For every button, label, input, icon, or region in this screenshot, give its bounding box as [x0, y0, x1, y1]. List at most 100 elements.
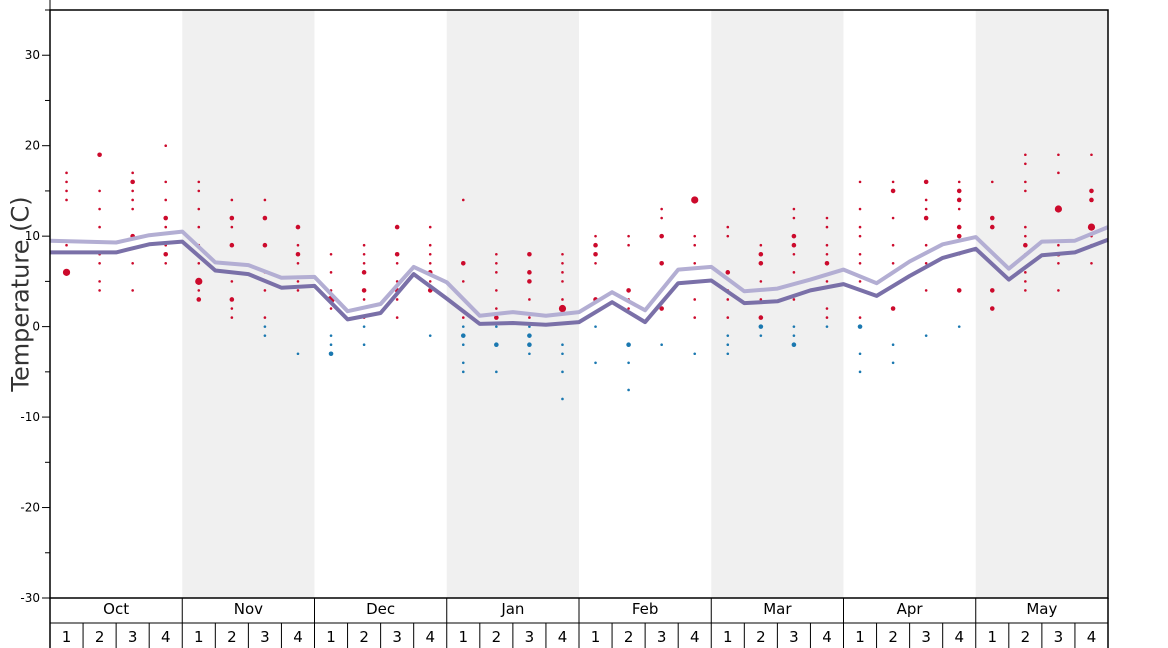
- temperature-point: [98, 225, 101, 229]
- month-label-feb: Feb: [632, 600, 659, 618]
- temperature-point: [65, 198, 68, 202]
- temperature-point: [329, 334, 333, 337]
- temperature-point: [528, 352, 531, 356]
- month-label-mar: Mar: [763, 600, 792, 618]
- temperature-point: [527, 251, 532, 257]
- temperature-point: [195, 277, 203, 285]
- y-tick-label: -30: [20, 591, 40, 605]
- temperature-point: [329, 252, 333, 256]
- week-label: 2: [492, 628, 502, 646]
- temperature-point: [130, 179, 135, 185]
- temperature-point: [362, 325, 366, 328]
- temperature-point: [428, 252, 432, 256]
- temperature-point: [693, 316, 697, 319]
- month-label-dec: Dec: [366, 600, 395, 618]
- week-label: 1: [723, 628, 733, 646]
- temperature-point: [791, 242, 797, 248]
- temperature-point: [362, 252, 366, 256]
- temperature-point: [825, 316, 829, 319]
- temperature-point: [791, 342, 797, 348]
- week-label: 4: [558, 628, 568, 646]
- temperature-point: [362, 343, 366, 347]
- temperature-point: [495, 252, 498, 256]
- temperature-point: [131, 289, 134, 292]
- temperature-point: [891, 180, 895, 184]
- temperature-point: [65, 180, 68, 184]
- temperature-point: [1024, 225, 1027, 229]
- temperature-point: [394, 251, 400, 257]
- temperature-point: [989, 306, 995, 311]
- temperature-point: [164, 225, 168, 229]
- temperature-point: [495, 289, 498, 292]
- temperature-point: [594, 361, 597, 365]
- temperature-point: [361, 288, 367, 293]
- temperature-point: [495, 325, 498, 328]
- week-label: 4: [822, 628, 832, 646]
- temperature-point: [825, 252, 829, 256]
- temperature-point: [461, 361, 465, 365]
- temperature-point: [725, 270, 731, 275]
- temperature-point: [825, 280, 829, 283]
- temperature-point: [858, 352, 862, 356]
- temperature-point: [923, 179, 929, 185]
- week-label: 3: [921, 628, 931, 646]
- temperature-point: [163, 215, 169, 221]
- temperature-point: [924, 289, 928, 292]
- month-label-jan: Jan: [500, 600, 524, 618]
- temperature-point: [858, 180, 862, 184]
- temperature-point: [1024, 280, 1027, 283]
- temperature-point: [295, 224, 301, 230]
- temperature-point: [558, 304, 567, 313]
- temperature-point: [561, 397, 564, 401]
- temperature-point: [989, 224, 995, 230]
- temperature-point: [759, 280, 763, 283]
- temperature-point: [428, 225, 432, 229]
- temperature-point: [659, 260, 664, 266]
- temperature-point: [1054, 205, 1063, 213]
- temperature-point: [758, 251, 764, 257]
- temperature-point: [1024, 234, 1027, 238]
- temperature-point: [858, 234, 862, 238]
- temperature-point: [858, 316, 862, 319]
- y-tick-label: 0: [32, 320, 40, 334]
- week-label: 4: [1087, 628, 1097, 646]
- temperature-point: [361, 270, 367, 275]
- temperature-point: [726, 316, 730, 319]
- temperature-point: [726, 343, 730, 347]
- temperature-point: [858, 225, 862, 229]
- temperature-point: [98, 289, 101, 292]
- week-label: 4: [161, 628, 171, 646]
- temperature-point: [263, 198, 267, 202]
- temperature-point: [461, 343, 465, 347]
- temperature-point: [428, 334, 432, 337]
- temperature-point: [262, 242, 268, 248]
- week-label: 2: [888, 628, 898, 646]
- temperature-point: [924, 261, 928, 265]
- temperature-point: [792, 207, 796, 211]
- temperature-point: [990, 180, 994, 184]
- temperature-point: [858, 252, 862, 256]
- temperature-point: [891, 361, 895, 365]
- temperature-point: [1089, 197, 1094, 203]
- temperature-point: [528, 325, 531, 328]
- week-label: 3: [392, 628, 402, 646]
- month-label-oct: Oct: [103, 600, 129, 618]
- temperature-point: [561, 280, 564, 283]
- temperature-point: [594, 261, 597, 265]
- temperature-point: [561, 261, 564, 265]
- temperature-point: [461, 325, 465, 328]
- temperature-point: [1024, 162, 1027, 166]
- temperature-point: [924, 334, 928, 337]
- temperature-point: [98, 261, 101, 265]
- temperature-point: [1024, 189, 1027, 193]
- temperature-point: [97, 152, 102, 158]
- y-tick-label: -10: [20, 410, 40, 424]
- week-label: 3: [1054, 628, 1064, 646]
- temperature-point: [263, 325, 267, 328]
- y-axis-label: Temperature (C): [6, 196, 34, 392]
- temperature-point: [726, 334, 730, 337]
- y-tick-label: -20: [20, 501, 40, 515]
- temperature-point: [825, 325, 829, 328]
- temperature-point: [989, 215, 995, 221]
- temperature-point: [593, 251, 598, 257]
